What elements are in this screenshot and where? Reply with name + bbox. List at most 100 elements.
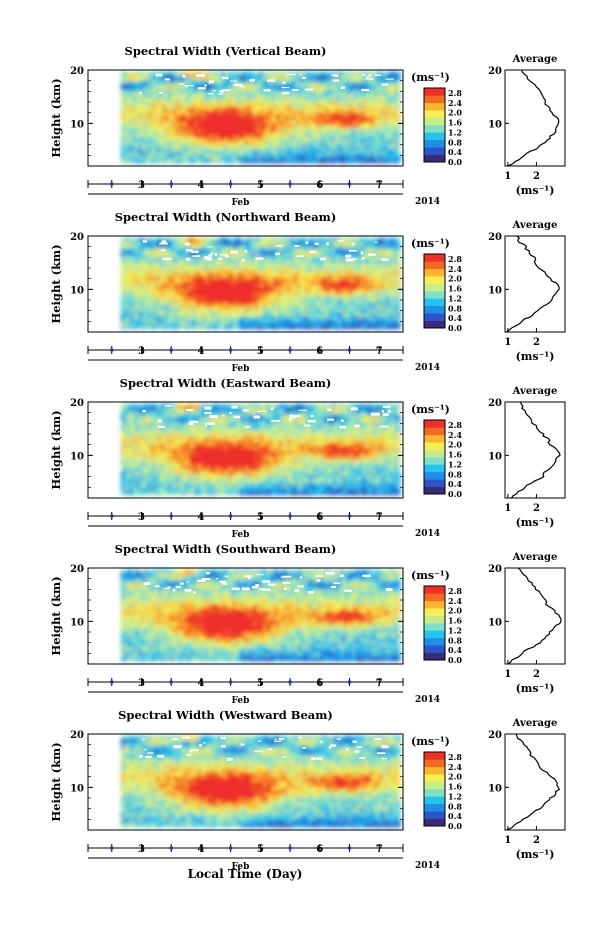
heatmap-cell — [174, 86, 178, 89]
heatmap-cell — [319, 93, 324, 97]
heatmap-cell — [266, 148, 270, 152]
heatmap-cell — [287, 136, 291, 140]
heatmap-cell — [147, 95, 151, 99]
heatmap-cell — [340, 83, 345, 87]
heatmap-cell — [278, 134, 282, 137]
heatmap-cell — [192, 88, 196, 92]
heatmap-cell — [120, 136, 125, 140]
missing-data-gap — [375, 74, 382, 76]
heatmap-cell — [168, 153, 172, 157]
heatmap-cell — [298, 76, 303, 80]
heatmap-cell — [269, 146, 273, 149]
heatmap-cell — [260, 74, 264, 77]
heatmap-cell — [174, 90, 178, 94]
heatmap-cell — [153, 88, 157, 92]
heatmap-cell — [263, 146, 267, 149]
heatmap-cell — [370, 110, 374, 113]
heatmap-cell — [275, 93, 279, 97]
heatmap-cell — [319, 90, 324, 94]
heatmap-cell — [230, 129, 235, 133]
heatmap-cell — [257, 131, 261, 135]
heatmap-cell — [281, 160, 285, 164]
heatmap-cell — [150, 155, 154, 159]
heatmap-cell — [248, 150, 253, 154]
heatmap-cell — [120, 86, 125, 89]
heatmap-cell — [373, 126, 377, 130]
heatmap-cell — [138, 71, 143, 75]
heatmap-cell — [174, 141, 178, 145]
heatmap-cell — [135, 95, 140, 99]
heatmap-cell — [376, 100, 380, 104]
heatmap-cell — [334, 90, 339, 94]
heatmap-cell — [275, 158, 279, 161]
heatmap-cell — [293, 134, 297, 137]
heatmap-cell — [192, 131, 196, 135]
day-marker — [347, 182, 352, 186]
heatmap-cell — [290, 114, 294, 118]
heatmap-cell — [328, 122, 333, 125]
heatmap-cell — [174, 150, 178, 154]
heatmap-cell — [245, 107, 250, 111]
heatmap-cell — [197, 90, 202, 94]
heatmap-cell — [352, 110, 357, 113]
heatmap-cell — [153, 134, 157, 137]
heatmap-cell — [150, 98, 154, 101]
heatmap-cell — [126, 98, 131, 101]
heatmap-cell — [132, 76, 137, 80]
heatmap-cell — [364, 78, 368, 82]
heatmap-cell — [212, 114, 217, 118]
heatmap-cell — [138, 81, 143, 85]
heatmap-cell — [325, 138, 330, 142]
heatmap-cell — [337, 105, 342, 109]
heatmap-cell — [373, 158, 377, 161]
heatmap-cell — [334, 102, 339, 106]
heatmap-cell — [218, 141, 223, 145]
heatmap-cell — [150, 122, 154, 125]
heatmap-cell — [200, 83, 205, 87]
heatmap-cell — [337, 141, 342, 145]
heatmap-cell — [298, 122, 303, 125]
heatmap-cell — [138, 93, 143, 97]
heatmap-cell — [370, 71, 374, 75]
heatmap-cell — [123, 83, 128, 87]
heatmap-cell — [260, 138, 264, 142]
heatmap-cell — [233, 136, 238, 140]
heatmap-cell — [159, 134, 163, 137]
heatmap-cell — [322, 153, 327, 157]
heatmap-cell — [194, 136, 199, 140]
heatmap-cell — [322, 141, 327, 145]
heatmap-cell — [343, 148, 348, 152]
heatmap-cell — [230, 117, 235, 121]
heatmap-cell — [159, 110, 163, 113]
heatmap-cell — [298, 131, 303, 135]
heatmap-cell — [165, 95, 169, 99]
heatmap-cell — [275, 124, 279, 128]
heatmap-cell — [120, 119, 125, 123]
missing-data-gap — [164, 78, 171, 81]
heatmap-cell — [272, 155, 276, 159]
heatmap-cell — [275, 134, 279, 137]
heatmap-cell — [189, 117, 193, 121]
heatmap-cell — [331, 88, 336, 92]
heatmap-cell — [138, 102, 143, 106]
heatmap-cell — [251, 158, 256, 161]
heatmap-cell — [230, 74, 235, 77]
heatmap-cell — [153, 102, 157, 106]
heatmap-cell — [281, 110, 285, 113]
heatmap-cell — [123, 160, 128, 164]
heatmap-cell — [334, 155, 339, 159]
heatmap-cell — [298, 134, 303, 137]
heatmap-cell — [307, 131, 312, 135]
heatmap-cell — [147, 102, 151, 106]
heatmap-cell — [162, 146, 166, 149]
heatmap-cell — [141, 78, 146, 82]
heatmap-cell — [177, 112, 181, 116]
heatmap-cell — [215, 136, 220, 140]
heatmap-cell — [284, 160, 288, 164]
heatmap-cell — [215, 112, 220, 116]
heatmap-cell — [206, 148, 211, 152]
heatmap-cell — [269, 143, 273, 147]
heatmap-cell — [254, 98, 258, 101]
heatmap-cell — [281, 122, 285, 125]
heatmap-cell — [352, 158, 357, 161]
